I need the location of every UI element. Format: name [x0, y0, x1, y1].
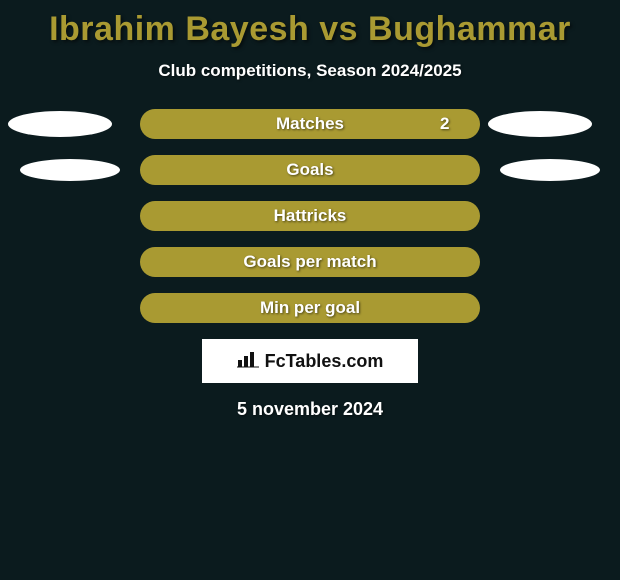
stat-label: Min per goal	[0, 293, 620, 323]
stat-label: Hattricks	[0, 201, 620, 231]
stat-row: Hattricks	[0, 201, 620, 231]
stat-value: 2	[440, 109, 449, 139]
stat-row: Matches2	[0, 109, 620, 139]
left-ellipse-icon	[20, 159, 120, 181]
logo-text: FcTables.com	[265, 351, 384, 372]
logo-box: FcTables.com	[202, 339, 418, 383]
right-ellipse-icon	[488, 111, 592, 137]
stat-row: Goals per match	[0, 247, 620, 277]
page-subtitle: Club competitions, Season 2024/2025	[0, 61, 620, 81]
stat-rows: Matches2 Goals Hattricks Goals per match Min…	[0, 109, 620, 323]
bar-chart-icon	[237, 350, 259, 373]
stat-row: Min per goal	[0, 293, 620, 323]
stat-label: Goals per match	[0, 247, 620, 277]
comparison-infographic: Ibrahim Bayesh vs Bughammar Club competi…	[0, 0, 620, 580]
page-title: Ibrahim Bayesh vs Bughammar	[0, 0, 620, 49]
left-ellipse-icon	[8, 111, 112, 137]
stat-row: Goals	[0, 155, 620, 185]
date-text: 5 november 2024	[0, 399, 620, 420]
right-ellipse-icon	[500, 159, 600, 181]
